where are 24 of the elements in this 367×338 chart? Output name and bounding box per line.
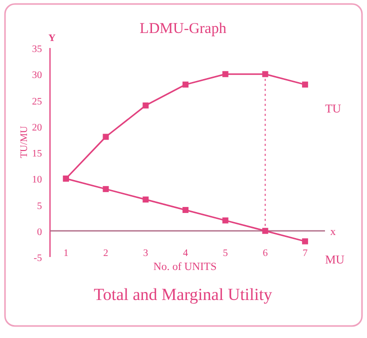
y-tick-label: 35 [32,44,42,55]
series-label: MU [325,252,345,266]
x-tick-label: 2 [103,248,108,259]
x-axis-title: No. of UNITS [153,261,217,273]
chart-title: LDMU-Graph [140,21,227,37]
y-tick-label: 30 [32,70,42,82]
y-tick-label: -5 [34,253,42,264]
y-tick-label: 10 [32,174,42,186]
y-axis-title: TU/MU [19,125,30,158]
x-tick-label: 1 [63,248,68,259]
text: Total and Marginal Utility [94,285,273,304]
text: x [330,226,336,238]
x-tick-label: 6 [262,248,268,259]
y-tick-label: 15 [32,148,42,160]
y-tick-label: 20 [32,122,42,134]
y-tick-label: 0 [37,226,42,238]
x-tick-label: 5 [222,248,228,259]
text: Y [48,33,56,44]
x-tick-label: 3 [143,248,148,259]
series-label: TU [325,102,342,116]
y-tick-label: 5 [37,200,42,212]
x-tick-label: 7 [302,248,308,259]
y-tick-label: 25 [32,96,42,108]
x-tick-label: 4 [183,248,188,259]
